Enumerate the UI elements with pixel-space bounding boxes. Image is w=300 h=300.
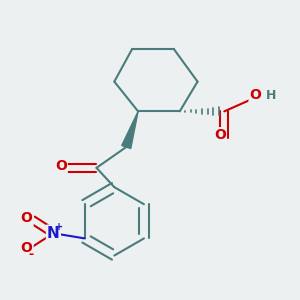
Text: O: O [250, 88, 262, 102]
Text: H: H [266, 89, 276, 102]
Text: N: N [47, 226, 60, 241]
Text: O: O [21, 241, 33, 255]
Text: O: O [21, 212, 33, 225]
Text: +: + [55, 222, 63, 232]
Text: O: O [55, 159, 67, 173]
Polygon shape [122, 111, 138, 148]
Text: O: O [214, 128, 226, 142]
Text: -: - [28, 248, 34, 260]
